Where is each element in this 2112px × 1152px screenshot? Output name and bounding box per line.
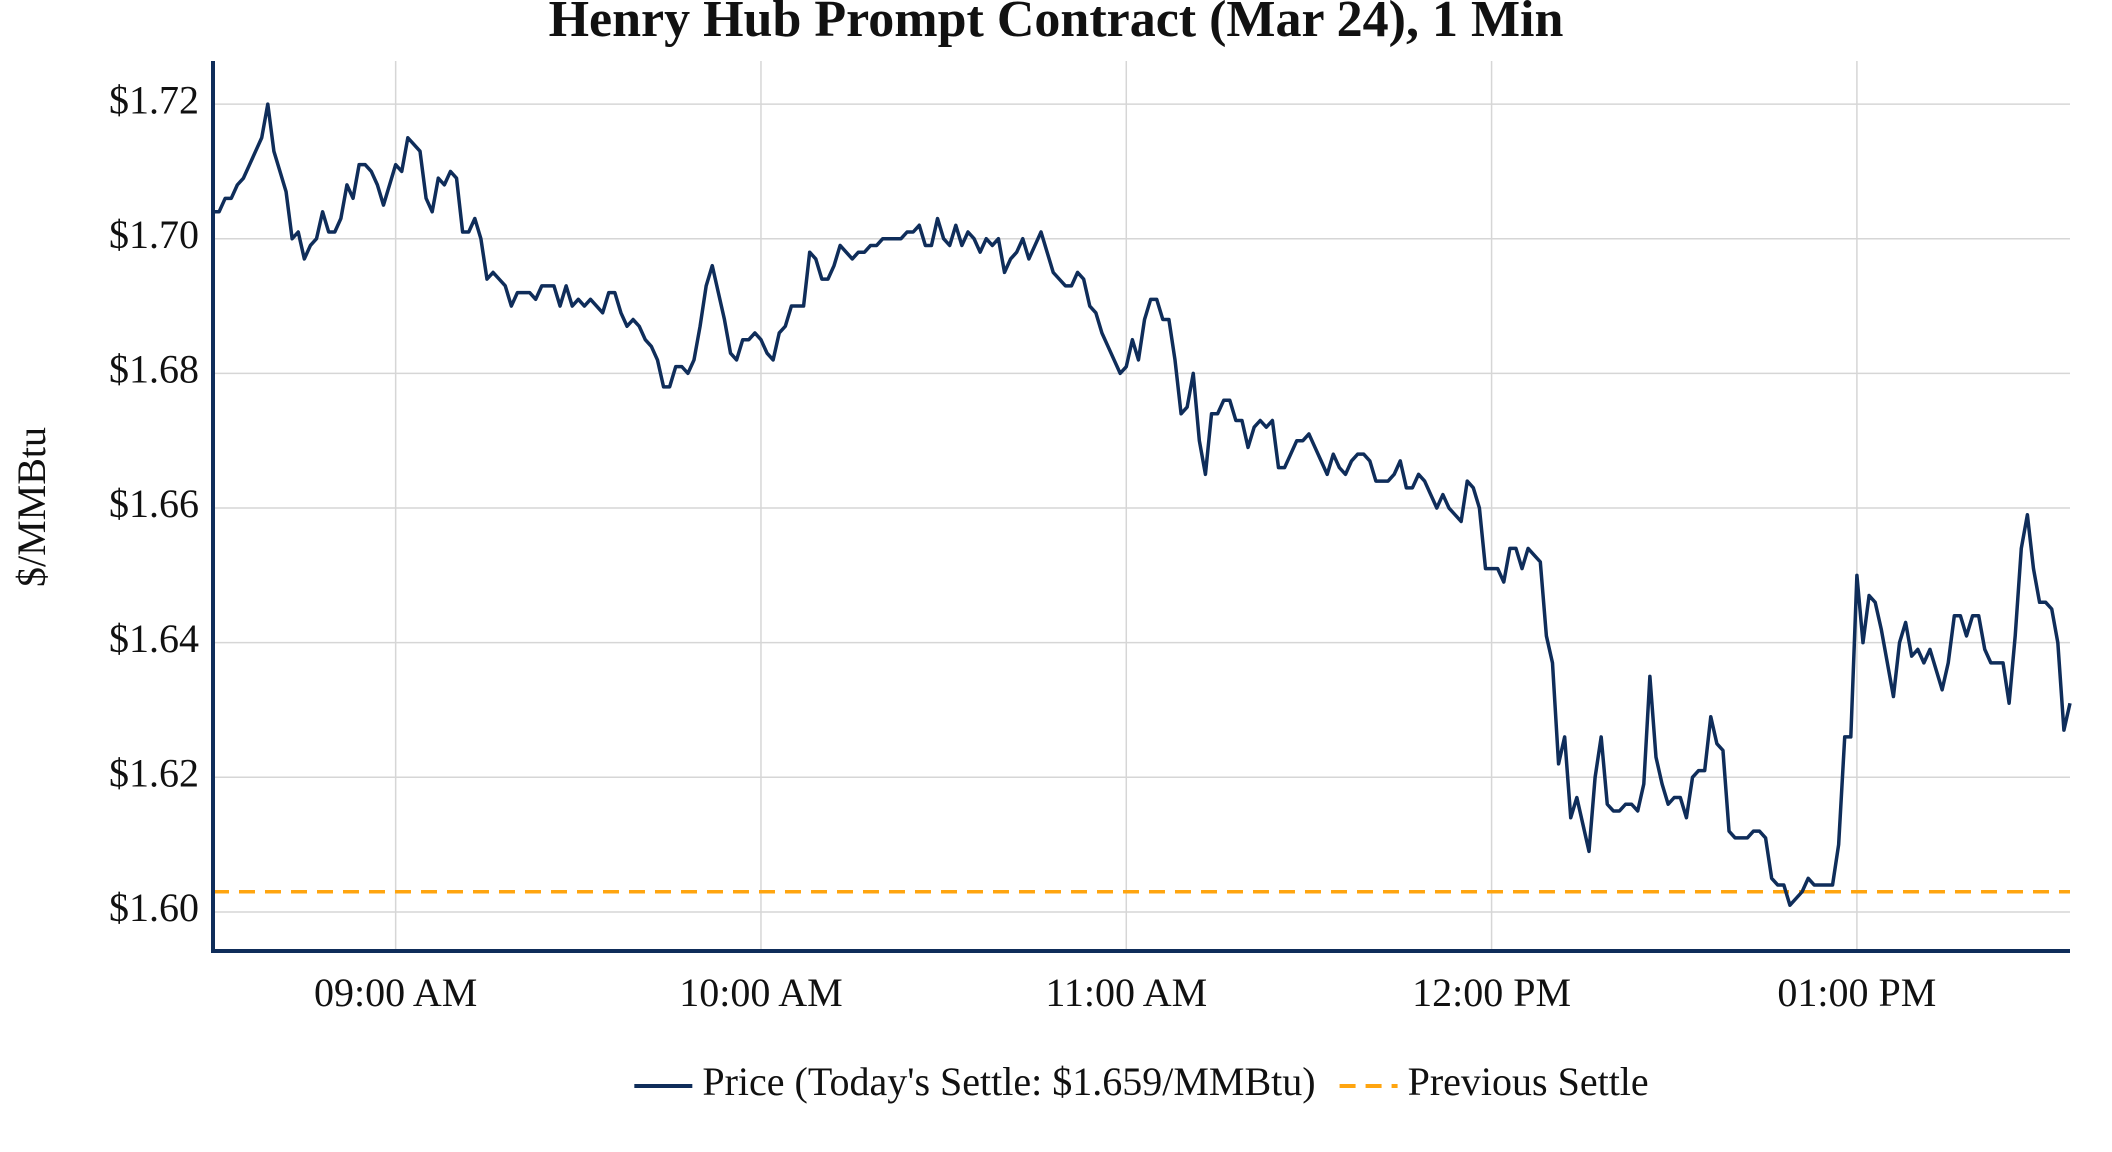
legend: Price (Today's Settle: $1.659/MMBtu) Prev… [634, 1059, 1649, 1104]
price-line [213, 102, 2072, 907]
plot-area [213, 102, 2072, 907]
x-tick-label: 09:00 AM [314, 970, 477, 1015]
y-tick-label: $1.62 [109, 750, 199, 795]
chart-title: Henry Hub Prompt Contract (Mar 24), 1 Mi… [549, 0, 1564, 48]
y-tick-label: $1.70 [109, 212, 199, 257]
x-tick-label: 11:00 AM [1045, 970, 1207, 1015]
y-tick-label: $1.68 [109, 347, 199, 392]
y-tick-label: $1.72 [109, 77, 199, 122]
y-tick-label: $1.64 [109, 616, 199, 661]
x-tick-label: 01:00 PM [1777, 970, 1936, 1015]
grid [213, 61, 2070, 951]
x-tick-label: 12:00 PM [1412, 970, 1571, 1015]
y-tick-label: $1.60 [109, 885, 199, 930]
y-tick-label: $1.66 [109, 481, 199, 526]
y-axis-label: $/MMBtu [9, 427, 54, 587]
legend-label: Previous Settle [1408, 1059, 1649, 1104]
legend-label: Price (Today's Settle: $1.659/MMBtu) [702, 1059, 1315, 1104]
legend-items: Price (Today's Settle: $1.659/MMBtu) Prev… [634, 1059, 1649, 1104]
x-tick-label: 10:00 AM [679, 970, 842, 1015]
